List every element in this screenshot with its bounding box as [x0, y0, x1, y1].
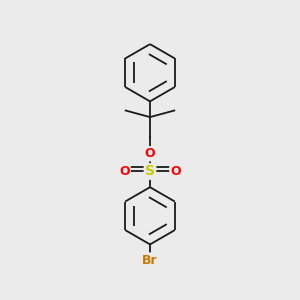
Text: O: O	[145, 147, 155, 160]
Text: O: O	[119, 165, 130, 178]
Text: O: O	[170, 165, 181, 178]
Text: S: S	[145, 164, 155, 178]
Text: Br: Br	[142, 254, 158, 267]
